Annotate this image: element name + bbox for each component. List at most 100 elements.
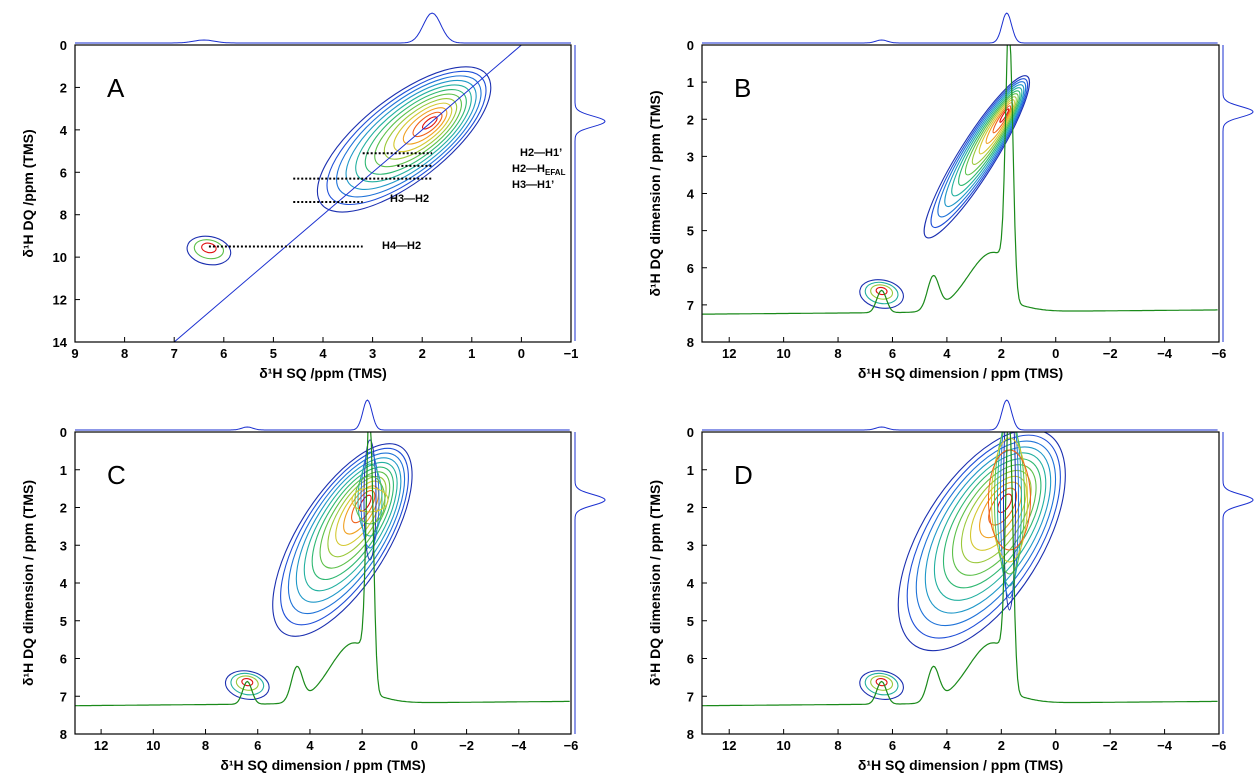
x-tick-label: 4 (319, 346, 327, 361)
top-projection (75, 12, 571, 44)
y-tick-label: 0 (60, 38, 67, 53)
x-tick-label: 4 (943, 738, 951, 753)
contour-minor-3 (875, 286, 888, 296)
annotation-label: H3—H1’ (512, 179, 554, 191)
x-tick-label: 0 (518, 346, 525, 361)
contour-ridge-3 (993, 432, 1025, 575)
contour-main-2 (915, 440, 1057, 627)
y-tick-label: 2 (687, 112, 694, 127)
y-axis-label: δ¹H DQ dimension / ppm (TMS) (647, 90, 663, 296)
contour-main-4 (933, 452, 1047, 601)
y-tick-label: 7 (687, 689, 694, 704)
y-axis-label: δ¹H DQ /ppm (TMS) (20, 129, 36, 257)
contour-minor-1 (193, 239, 225, 260)
y-axis-label: δ¹H DQ dimension / ppm (TMS) (647, 480, 663, 686)
x-tick-label: −2 (1103, 346, 1118, 361)
plot-area (75, 432, 570, 707)
y-tick-label: 1 (687, 463, 694, 478)
contour-minor-2 (201, 242, 217, 254)
x-tick-label: 8 (834, 346, 841, 361)
annotation-label: H2—H1’ (520, 147, 562, 159)
y-tick-label: 0 (687, 38, 694, 53)
contour-minor-0 (859, 670, 904, 700)
x-tick-label: 2 (419, 346, 426, 361)
contour-main-8 (978, 99, 1015, 155)
y-tick-label: 4 (687, 187, 695, 202)
panel-label: A (107, 73, 125, 103)
contour-minor-0 (224, 670, 270, 700)
contour-ridge-1 (360, 451, 380, 549)
x-tick-label: 0 (1052, 738, 1059, 753)
contour-main-2 (937, 81, 1027, 218)
x-tick-label: 4 (306, 738, 314, 753)
y-tick-label: 6 (60, 652, 67, 667)
x-axis-label: δ¹H SQ /ppm (TMS) (259, 365, 386, 381)
contour-main-5 (958, 90, 1021, 186)
annotation-label: H4—H2 (382, 240, 421, 252)
contour-main-3 (944, 84, 1025, 208)
y-tick-label: 6 (687, 261, 694, 276)
y-tick-label: 3 (60, 538, 67, 553)
contour-main-10 (351, 490, 376, 524)
x-tick-label: 8 (202, 738, 209, 753)
x-axis-label: δ¹H SQ dimension / ppm (TMS) (858, 365, 1063, 381)
x-axis-label: δ¹H SQ dimension / ppm (TMS) (220, 757, 425, 773)
annotation-label: H2—HEFAL (512, 163, 566, 177)
contour-ridge-1 (999, 432, 1019, 599)
contour-main-3 (295, 457, 402, 603)
green-1d-spectrum (702, 432, 1218, 707)
y-tick-label: 8 (687, 727, 694, 742)
contour-main-6 (964, 93, 1019, 176)
y-tick-label: 2 (60, 501, 67, 516)
y-tick-label: 0 (60, 425, 67, 440)
contour-main-5 (364, 89, 467, 175)
y-tick-label: 7 (60, 689, 67, 704)
y-tick-label: 14 (53, 335, 68, 350)
contour-main-0 (272, 443, 413, 637)
y-tick-label: 3 (687, 149, 694, 164)
y-tick-label: 1 (60, 463, 67, 478)
x-tick-label: 9 (71, 346, 78, 361)
panel-label: D (734, 460, 753, 490)
contour-main-0 (923, 75, 1030, 239)
contour-ridge-3 (354, 475, 386, 525)
plot-frame (74, 431, 572, 735)
x-tick-label: 6 (220, 346, 227, 361)
y-tick-label: 10 (53, 250, 67, 265)
plot-area (702, 432, 1218, 707)
contour-ridge-5 (987, 449, 1031, 551)
y-tick-label: 4 (687, 576, 695, 591)
x-tick-label: 4 (943, 346, 951, 361)
plot-area (702, 45, 1218, 315)
x-tick-label: 2 (359, 738, 366, 753)
contour-minor-1 (864, 672, 899, 696)
right-projection (574, 45, 606, 341)
y-tick-label: 0 (687, 425, 694, 440)
contour-main-4 (951, 87, 1023, 197)
y-tick-label: 1 (687, 75, 694, 90)
contour-main-6 (951, 464, 1037, 576)
top-projection (702, 12, 1218, 44)
y-tick-label: 4 (60, 576, 68, 591)
x-tick-label: −4 (1157, 346, 1173, 361)
x-tick-label: −2 (1103, 738, 1118, 753)
y-tick-label: 5 (60, 614, 67, 629)
contour-main-2 (287, 452, 406, 615)
x-tick-label: −1 (564, 346, 579, 361)
y-tick-label: 8 (60, 208, 67, 223)
contour-main-1 (280, 447, 409, 626)
x-tick-label: 12 (722, 346, 736, 361)
y-axis-label: δ¹H DQ dimension / ppm (TMS) (20, 480, 36, 686)
panel-label: B (734, 73, 751, 103)
contour-ridge-0 (363, 439, 377, 561)
contour-minor-2 (870, 284, 894, 300)
contour-minor-0 (186, 235, 232, 266)
x-tick-label: 8 (834, 738, 841, 753)
green-1d-spectrum (75, 432, 570, 707)
contour-minor-2 (235, 675, 259, 691)
annotation-label: H3—H2 (390, 193, 429, 205)
